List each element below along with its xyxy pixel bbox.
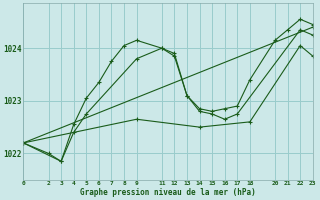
X-axis label: Graphe pression niveau de la mer (hPa): Graphe pression niveau de la mer (hPa)	[80, 188, 256, 197]
